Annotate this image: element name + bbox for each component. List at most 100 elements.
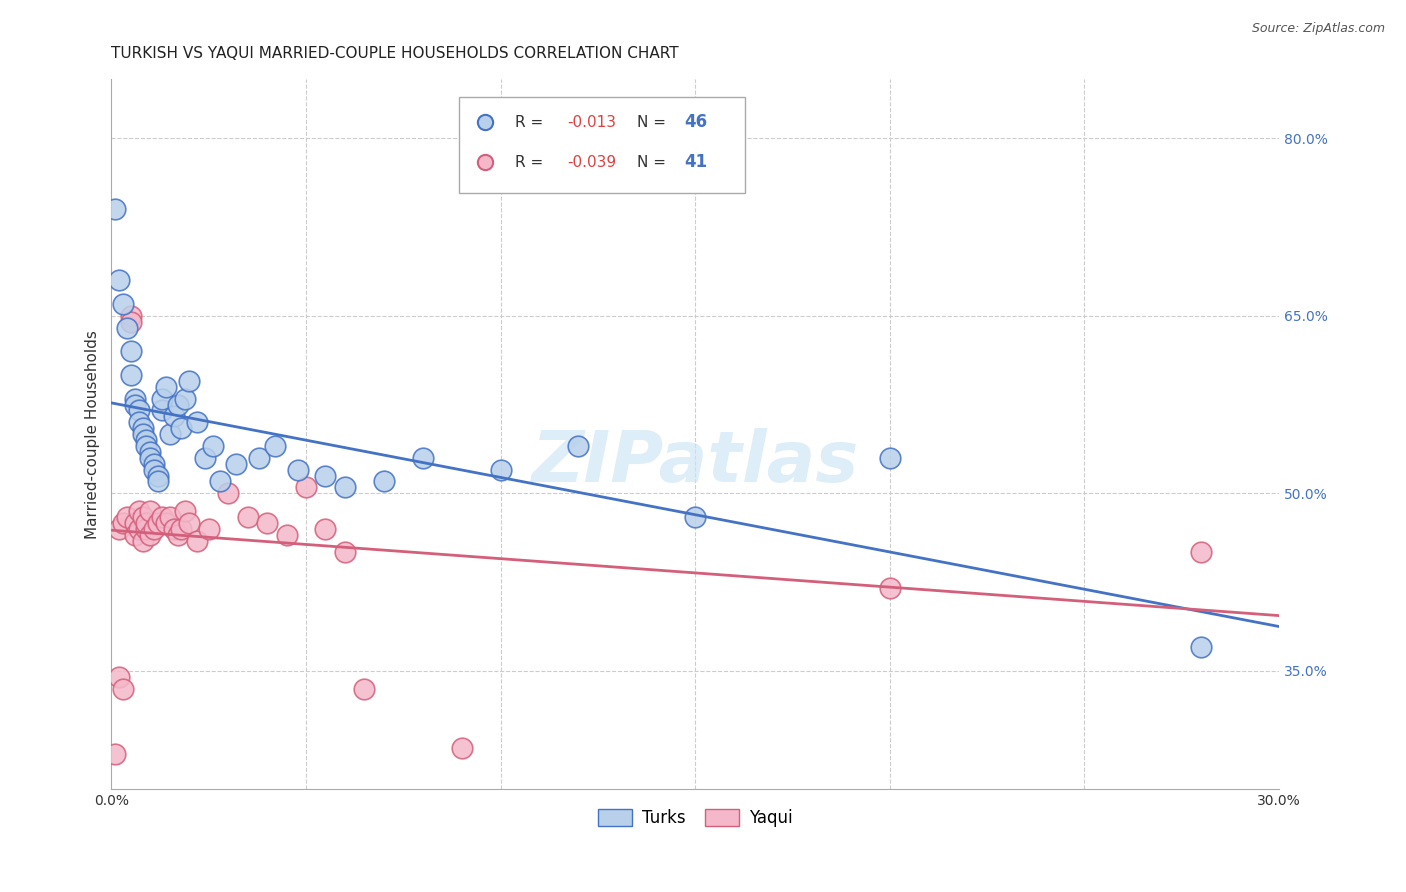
Text: TURKISH VS YAQUI MARRIED-COUPLE HOUSEHOLDS CORRELATION CHART: TURKISH VS YAQUI MARRIED-COUPLE HOUSEHOL… xyxy=(111,46,679,62)
Point xyxy=(174,504,197,518)
Point xyxy=(186,533,208,548)
Text: -0.013: -0.013 xyxy=(567,115,616,130)
Point xyxy=(155,516,177,530)
Point xyxy=(131,510,153,524)
Point xyxy=(879,450,901,465)
Point xyxy=(201,439,224,453)
Text: N =: N = xyxy=(637,154,671,169)
Point xyxy=(450,740,472,755)
Point xyxy=(146,516,169,530)
Point xyxy=(159,510,181,524)
Point xyxy=(879,581,901,595)
Point xyxy=(353,681,375,696)
Point xyxy=(225,457,247,471)
Point xyxy=(236,510,259,524)
Point xyxy=(314,522,336,536)
Point xyxy=(112,516,135,530)
Point xyxy=(567,439,589,453)
Point xyxy=(139,527,162,541)
Point xyxy=(146,468,169,483)
Point xyxy=(139,445,162,459)
Legend: Turks, Yaqui: Turks, Yaqui xyxy=(592,803,799,834)
Point xyxy=(128,504,150,518)
FancyBboxPatch shape xyxy=(460,97,745,193)
Point xyxy=(150,510,173,524)
Point xyxy=(108,670,131,684)
Point xyxy=(163,409,186,424)
Point xyxy=(186,415,208,429)
Point xyxy=(108,522,131,536)
Point xyxy=(115,510,138,524)
Point xyxy=(287,463,309,477)
Point xyxy=(143,457,166,471)
Point xyxy=(150,403,173,417)
Point xyxy=(1189,545,1212,559)
Point xyxy=(209,475,232,489)
Point xyxy=(135,439,157,453)
Point xyxy=(128,403,150,417)
Point xyxy=(333,480,356,494)
Point xyxy=(139,504,162,518)
Point xyxy=(179,516,201,530)
Text: 41: 41 xyxy=(685,153,707,171)
Point xyxy=(131,421,153,435)
Point xyxy=(263,439,285,453)
Point xyxy=(112,681,135,696)
Point xyxy=(124,398,146,412)
Point xyxy=(135,516,157,530)
Point xyxy=(139,450,162,465)
Point xyxy=(276,527,298,541)
Point xyxy=(166,398,188,412)
Point xyxy=(104,202,127,217)
Point xyxy=(247,450,270,465)
Point xyxy=(135,522,157,536)
Point xyxy=(163,522,186,536)
Point xyxy=(104,747,127,761)
Point xyxy=(166,527,188,541)
Text: ZIPatlas: ZIPatlas xyxy=(531,428,859,497)
Point xyxy=(170,522,193,536)
Point xyxy=(333,545,356,559)
Point xyxy=(256,516,278,530)
Point xyxy=(170,421,193,435)
Point xyxy=(194,450,217,465)
Point xyxy=(131,427,153,442)
Text: -0.039: -0.039 xyxy=(567,154,616,169)
Y-axis label: Married-couple Households: Married-couple Households xyxy=(86,330,100,539)
Point xyxy=(143,522,166,536)
Point xyxy=(112,297,135,311)
Point xyxy=(146,475,169,489)
Point xyxy=(1189,640,1212,655)
Point xyxy=(124,516,146,530)
Point xyxy=(412,450,434,465)
Point xyxy=(314,468,336,483)
Point xyxy=(150,392,173,406)
Point xyxy=(115,320,138,334)
Point xyxy=(108,273,131,287)
Point xyxy=(159,427,181,442)
Point xyxy=(120,309,142,323)
Point xyxy=(155,380,177,394)
Point xyxy=(373,475,395,489)
Text: Source: ZipAtlas.com: Source: ZipAtlas.com xyxy=(1251,22,1385,36)
Point xyxy=(128,522,150,536)
Point xyxy=(124,392,146,406)
Point xyxy=(197,522,219,536)
Point xyxy=(120,344,142,359)
Point xyxy=(174,392,197,406)
Point xyxy=(489,463,512,477)
Text: R =: R = xyxy=(516,154,548,169)
Point xyxy=(120,368,142,382)
Point xyxy=(135,433,157,447)
Point xyxy=(124,527,146,541)
Point xyxy=(131,533,153,548)
Point xyxy=(120,315,142,329)
Text: N =: N = xyxy=(637,115,671,130)
Point xyxy=(179,374,201,388)
Point xyxy=(128,415,150,429)
Point xyxy=(217,486,239,500)
Text: 46: 46 xyxy=(685,113,707,131)
Point xyxy=(683,510,706,524)
Point xyxy=(295,480,318,494)
Point xyxy=(143,463,166,477)
